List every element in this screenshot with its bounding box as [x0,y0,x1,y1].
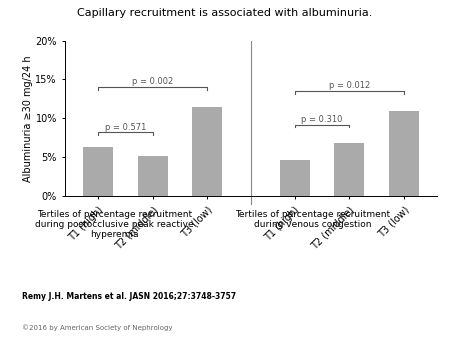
Text: Tertiles of percentage recruitment
during postocclusive peak reactive
hyperemia: Tertiles of percentage recruitment durin… [36,210,194,239]
Text: p = 0.571: p = 0.571 [104,122,146,131]
Bar [389,111,419,196]
Bar [192,107,222,196]
Y-axis label: Albuminuria ≥30 mg/24 h: Albuminuria ≥30 mg/24 h [22,55,33,182]
Bar [83,147,113,196]
Text: Tertiles of percentage recruitment
during venous congestion: Tertiles of percentage recruitment durin… [235,210,390,229]
Text: Capillary recruitment is associated with albuminuria.: Capillary recruitment is associated with… [77,8,373,19]
Text: p = 0.002: p = 0.002 [132,77,173,87]
Text: ©2016 by American Society of Nephrology: ©2016 by American Society of Nephrology [22,324,173,331]
Text: Remy J.H. Martens et al. JASN 2016;27:3748-3757: Remy J.H. Martens et al. JASN 2016;27:37… [22,292,237,301]
Bar [334,143,364,196]
Text: p = 0.310: p = 0.310 [301,115,342,124]
Bar [279,160,310,196]
Text: p = 0.012: p = 0.012 [328,81,370,90]
Text: JASN: JASN [339,299,408,323]
Bar [138,155,167,196]
